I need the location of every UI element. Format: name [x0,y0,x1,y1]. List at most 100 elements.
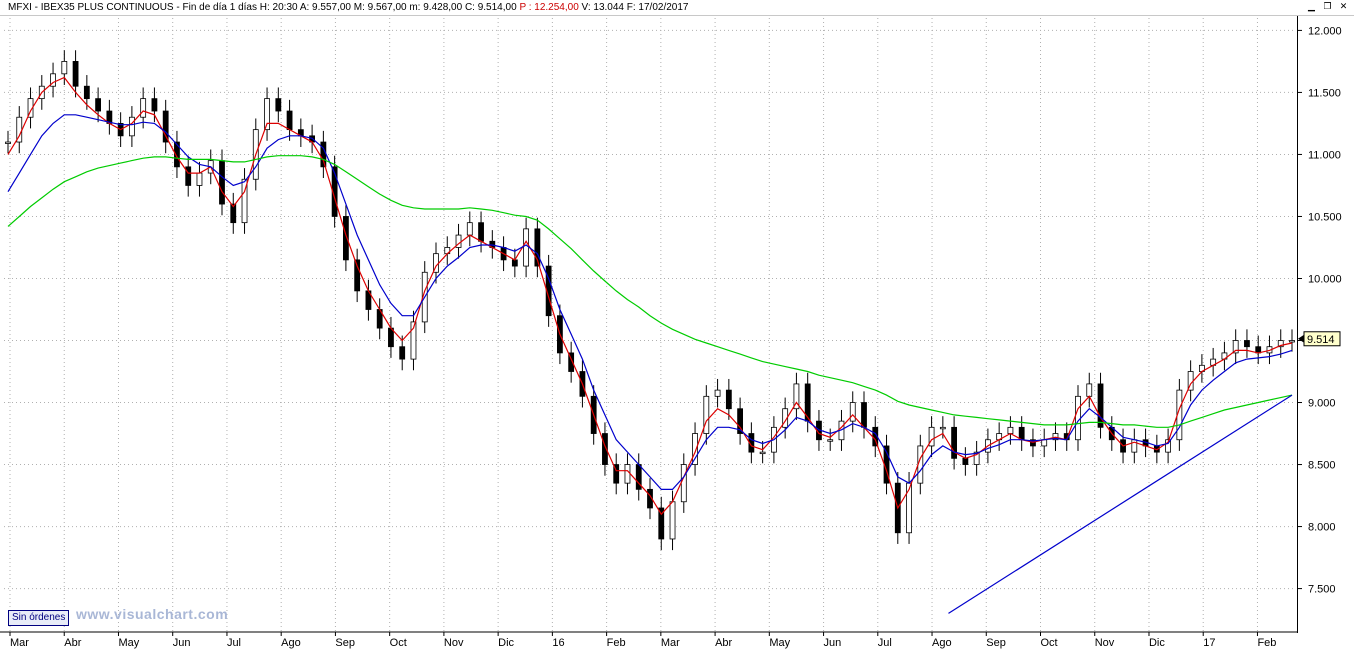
x-tick-label: Ago [932,637,952,649]
watermark-text: www.visualchart.com [76,606,229,622]
candle-body [410,321,417,360]
candle-body [5,141,11,144]
candle-body [1289,340,1295,343]
ma-fast-line [7,76,1293,516]
axis-divider [1297,16,1298,633]
candle-body [264,98,270,131]
quote-summary: MFXI - IBEX35 PLUS CONTINUOUS - Fin de d… [8,2,689,13]
volume-value: V: 13.044 [581,2,624,13]
x-tick-label: Abr [715,637,732,649]
x-tick-label: Mar [661,637,680,649]
last-price-box [1303,331,1341,347]
x-axis: Mar Abr May Jun Jul Ago Sep Oct Nov Dic 16 Feb Mar Ab… [0,631,1297,649]
ma-slow-line [7,155,1293,428]
candle-body [162,110,169,143]
x-tick-label: Dic [498,637,514,649]
candle-body [624,464,631,484]
price-pointer-icon [1298,334,1304,343]
x-tick-label: Nov [1095,637,1115,649]
x-tick-label: Jul [878,637,892,649]
minimize-icon[interactable]: ▁ [1308,2,1315,12]
moving-averages [7,76,1293,614]
open-value: A: 9.557,00 [299,2,351,13]
candle-body [827,439,834,442]
candle-body [342,216,349,261]
candle-body [692,433,698,465]
time-value: H: 20:30 [259,2,298,13]
close-value: C: 9.514,00 [464,2,517,13]
prev-value: P : 12.254,00 [519,2,579,13]
candle-body [849,402,856,422]
candle-body [511,259,518,267]
close-icon[interactable]: ✕ [1339,2,1348,12]
candle-body [568,352,575,372]
candle-body [95,98,102,112]
candle-body [737,408,744,434]
candles [5,50,1295,551]
candle-body [50,73,56,87]
y-axis: 12.00011.50011.00010.50010.0009.5009.000… [1297,25,1342,596]
x-tick-label: May [118,637,139,649]
candle-body [861,402,867,428]
x-tick-label: Jul [227,637,241,649]
candle-body [703,395,710,434]
instrument-name: IBEX35 PLUS CONTINUOUS [40,2,174,13]
x-tick-label: May [769,637,790,649]
y-tick-label: 12.000 [1308,25,1342,37]
candle-body [680,464,687,503]
x-tick-label: Abr [64,637,81,649]
candle-body [185,166,192,186]
x-tick-label: Oct [1041,637,1058,649]
x-tick-label: Jun [824,637,842,649]
candle-body [523,228,530,267]
y-tick-label: 11.000 [1308,149,1341,161]
x-tick-label: Feb [607,637,626,649]
y-tick-label: 8.500 [1308,460,1336,472]
no-orders-button[interactable]: Sin órdenes [8,610,70,626]
x-tick-label: Jun [173,637,191,649]
last-price-label: 9.514 [1307,334,1335,346]
candle-body [658,507,665,540]
trendline[interactable] [948,394,1293,614]
x-tick-label: Mar [10,637,29,649]
candle-body [230,203,237,224]
y-tick-label: 7.500 [1308,584,1336,596]
period: Fin de día 1 días [182,2,257,13]
candle-body [72,61,79,87]
candle-body [354,259,361,292]
symbol: MFXI [8,2,32,13]
candle-body [399,346,406,360]
candle-body [714,389,721,397]
x-tick-label: 17 [1203,637,1215,649]
candle-body [725,389,732,410]
candle-body [1052,433,1059,441]
candle-body [759,451,766,455]
y-tick-label: 10.500 [1308,211,1342,223]
date-value: F: 17/02/2017 [626,2,689,13]
candle-body [128,116,135,137]
candle-body [928,426,935,447]
ma-mid-line [7,114,1293,490]
y-tick-label: 9.000 [1308,398,1336,410]
candle-body [973,451,980,465]
x-tick-label: Ago [281,637,301,649]
candle-body [1030,439,1036,447]
candle-body [1097,383,1104,428]
candle-body [83,85,90,100]
price-chart[interactable]: 12.00011.50011.00010.50010.0009.5009.000… [0,16,1354,649]
candle-body [174,141,180,168]
high-value: M: 9.567,00 [353,2,407,13]
candle-body [1232,340,1239,354]
last-price-marker: 9.514 [1298,331,1341,347]
candle-body [140,98,147,118]
y-tick-label: 10.000 [1308,273,1342,285]
candle-body [241,178,248,224]
candle-body [793,383,800,410]
candle-body [320,141,327,168]
x-tick-label: Sep [986,637,1006,649]
x-tick-label: Sep [335,637,355,649]
x-tick-label: Feb [1257,637,1276,649]
x-tick-label: 16 [552,637,564,649]
restore-icon[interactable]: ❐ [1323,2,1332,12]
low-value: m: 9.428,00 [409,2,463,13]
